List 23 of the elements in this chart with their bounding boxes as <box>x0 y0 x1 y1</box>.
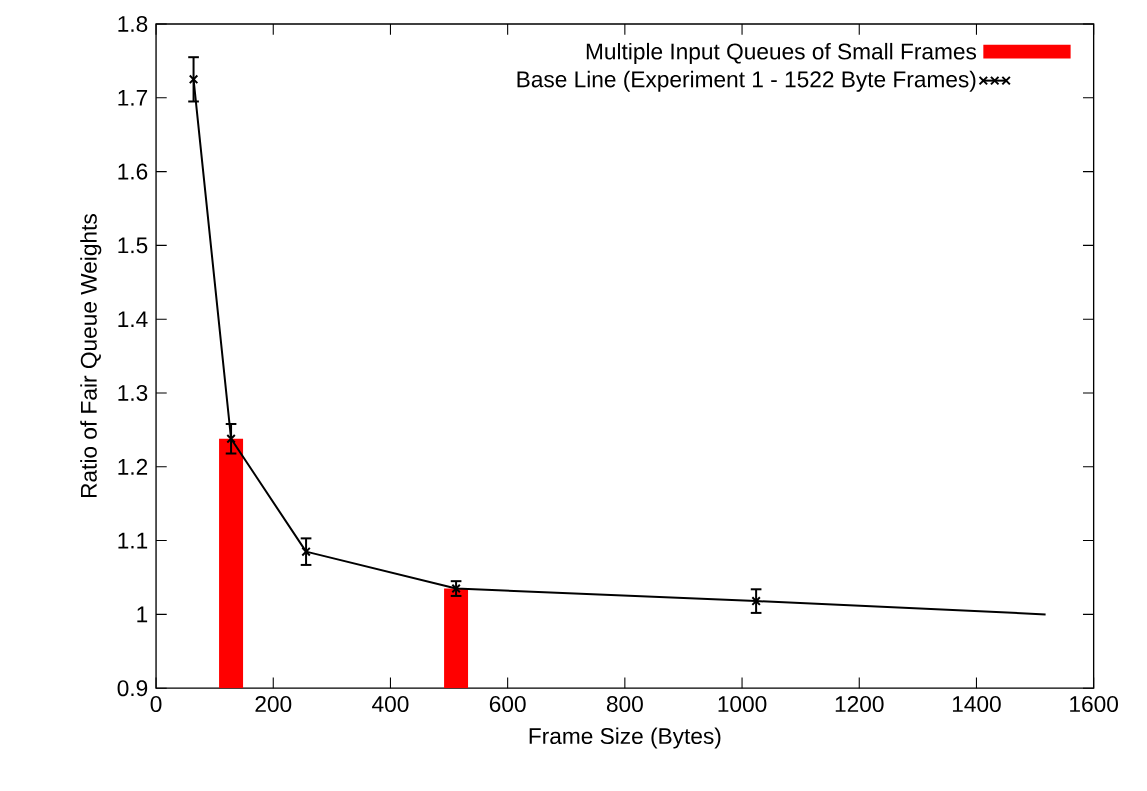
legend-label: Base Line (Experiment 1 - 1522 Byte Frames) <box>517 70 976 92</box>
x-tick-label: 200 <box>255 696 292 713</box>
y-tick-label: 0.9 <box>117 680 148 697</box>
y-tick-label: 1.8 <box>118 16 148 33</box>
x-tick-label: 0 <box>150 696 162 713</box>
y-tick-label: 1.4 <box>118 311 148 328</box>
y-axis-title: Ratio of Fair Queue Weights <box>80 214 102 498</box>
x-tick-label: 800 <box>606 696 643 713</box>
y-tick-label: 1 <box>137 606 148 623</box>
y-tick-label: 1.7 <box>118 90 148 106</box>
x-tick-label: 1600 <box>1070 696 1118 713</box>
y-tick-label: 1.3 <box>118 385 148 402</box>
y-tick-label: 1.5 <box>118 237 148 254</box>
y-tick-label: 1.6 <box>118 163 148 180</box>
legend-label: Multiple Input Queues of Small Frames <box>586 42 977 65</box>
x-tick-label: 600 <box>489 696 526 713</box>
x-tick-label: 400 <box>372 696 409 713</box>
x-tick-label: 1400 <box>952 696 1001 713</box>
y-tick-label: 1.2 <box>118 458 148 475</box>
x-axis-title: Frame Size (Bytes) <box>529 727 721 749</box>
x-tick-label: 1200 <box>835 696 884 713</box>
y-tick-label: 1.1 <box>118 532 148 549</box>
x-tick-label: 1000 <box>718 696 767 713</box>
